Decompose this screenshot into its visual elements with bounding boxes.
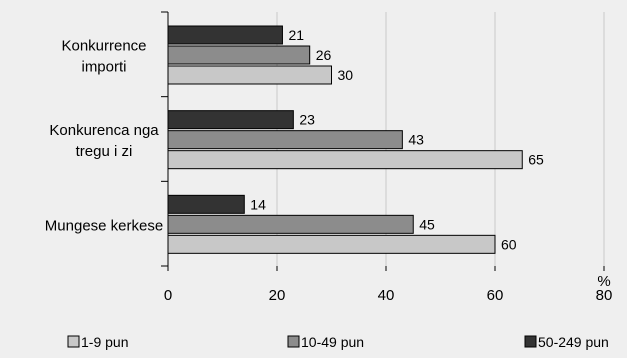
legend: 1-9 pun 10-49 pun 50-249 pun [67,334,609,350]
x-tick-label-2: 40 [378,287,395,304]
bar-2-2 [167,234,496,254]
bar-0-2 [167,65,332,85]
labels: 0 20 40 60 80% 21 26 30 Konkurrence importi 23 43 65… [45,27,613,304]
data-label-0-2: 30 [338,67,354,83]
category-label-0-0: Konkurrence [61,38,146,55]
bars [167,25,523,254]
data-label-2-0: 14 [250,196,266,212]
x-tick-label-0: 0 [164,287,172,304]
x-tick-label-1: 20 [269,287,286,304]
data-label-1-2: 65 [528,152,544,168]
data-label-1-0: 23 [299,112,315,128]
bar-2-1 [167,214,414,234]
x-axis-unit: % [597,273,610,290]
data-label-2-1: 45 [419,216,435,232]
legend-swatch-0 [67,335,80,348]
legend-label-0: 1-9 pun [81,334,128,350]
legend-label-2: 50-249 pun [538,334,609,350]
legend-label-1: 10-49 pun [301,334,364,350]
bar-1-2 [167,150,523,170]
data-label-2-2: 60 [501,236,517,252]
bar-0-0 [167,25,283,45]
data-label-1-1: 43 [408,132,424,148]
category-label-1-0: Konkurenca nga [49,122,159,139]
data-label-0-0: 21 [288,27,304,43]
category-label-0-1: importi [81,59,126,76]
bar-1-1 [167,130,403,150]
bar-2-0 [167,194,245,214]
bar-0-1 [167,45,311,65]
data-label-0-1: 26 [316,47,332,63]
category-label-2-0: Mungese kerkese [45,217,163,234]
legend-swatch-2 [524,335,537,348]
x-tick-label-3: 60 [487,287,504,304]
x-tick-label-4: 80 [596,287,613,304]
category-label-1-1: tregu i zi [76,143,133,160]
bar-1-0 [167,110,294,130]
legend-swatch-1 [287,335,300,348]
